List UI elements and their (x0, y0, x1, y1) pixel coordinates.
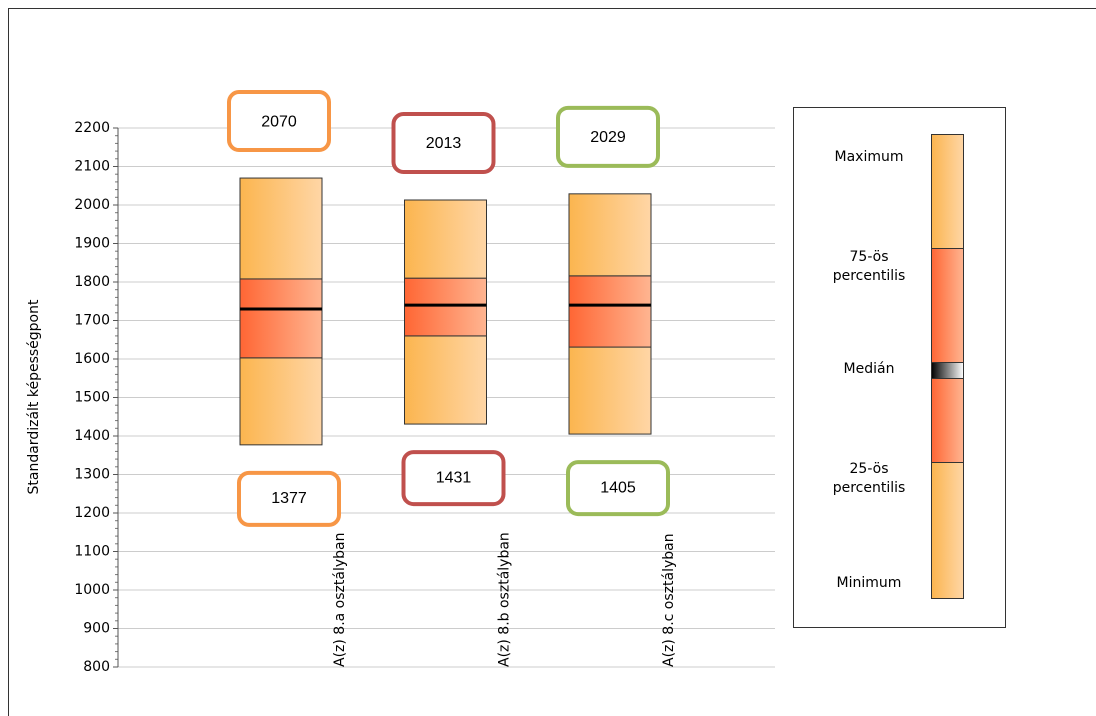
box-part (568, 346, 652, 435)
legend-label: 25-ös percentilis (832, 461, 906, 496)
y-tick-label: 900 (83, 621, 110, 637)
legend-swatch (931, 378, 964, 463)
y-tick-label: 1600 (74, 351, 110, 367)
max-label: 2070 (261, 113, 297, 130)
x-tick-label: A(z) 8.b osztályban (497, 532, 513, 667)
box-part (239, 357, 323, 446)
legend-swatch (931, 462, 964, 599)
max-label-box (556, 105, 660, 168)
y-tick-label: 1500 (74, 390, 110, 406)
x-tick-label: A(z) 8.a osztályban (332, 533, 348, 667)
y-tick-label: 2200 (74, 120, 110, 136)
max-label-box (391, 111, 496, 174)
frame (8, 8, 1096, 716)
min-label-box (237, 470, 341, 527)
legend-label: 75-ös percentilis (832, 249, 906, 284)
legend-box (793, 107, 1006, 628)
y-tick-label: 1700 (74, 313, 110, 329)
legend-label: Medián (843, 361, 895, 377)
max-label: 2029 (590, 129, 626, 146)
y-tick-label: 1200 (74, 505, 110, 521)
y-axis-label: Standardizált képességpont (26, 299, 42, 494)
min-label-box (566, 460, 670, 517)
min-label-box (401, 450, 506, 507)
y-tick-label: 1800 (74, 274, 110, 290)
box-part (239, 177, 323, 280)
y-tick-label: 2000 (74, 197, 110, 213)
y-tick-label: 1300 (74, 467, 110, 483)
legend-swatch (931, 134, 964, 249)
y-tick-label: 800 (83, 659, 110, 675)
y-tick-label: 1000 (74, 582, 110, 598)
min-label: 1431 (436, 469, 472, 486)
box-part (404, 335, 487, 425)
y-tick-label: 2100 (74, 159, 110, 175)
legend (793, 107, 1006, 628)
box-part (239, 278, 323, 359)
box-part (404, 277, 487, 337)
legend-label: Minimum (836, 575, 902, 591)
max-label-box (227, 90, 331, 153)
legend-swatch (931, 362, 964, 379)
box-part (568, 275, 652, 348)
max-label: 2013 (426, 135, 462, 152)
x-tick-label: A(z) 8.c osztályban (661, 533, 677, 667)
min-label: 1377 (271, 490, 307, 507)
min-label: 1405 (600, 479, 636, 496)
legend-label: Maximum (834, 149, 904, 165)
y-tick-label: 1400 (74, 428, 110, 444)
box-part (568, 193, 652, 277)
box-part (404, 199, 487, 279)
y-tick-label: 1100 (74, 544, 110, 560)
y-tick-label: 1900 (74, 236, 110, 252)
legend-swatch (931, 248, 964, 363)
